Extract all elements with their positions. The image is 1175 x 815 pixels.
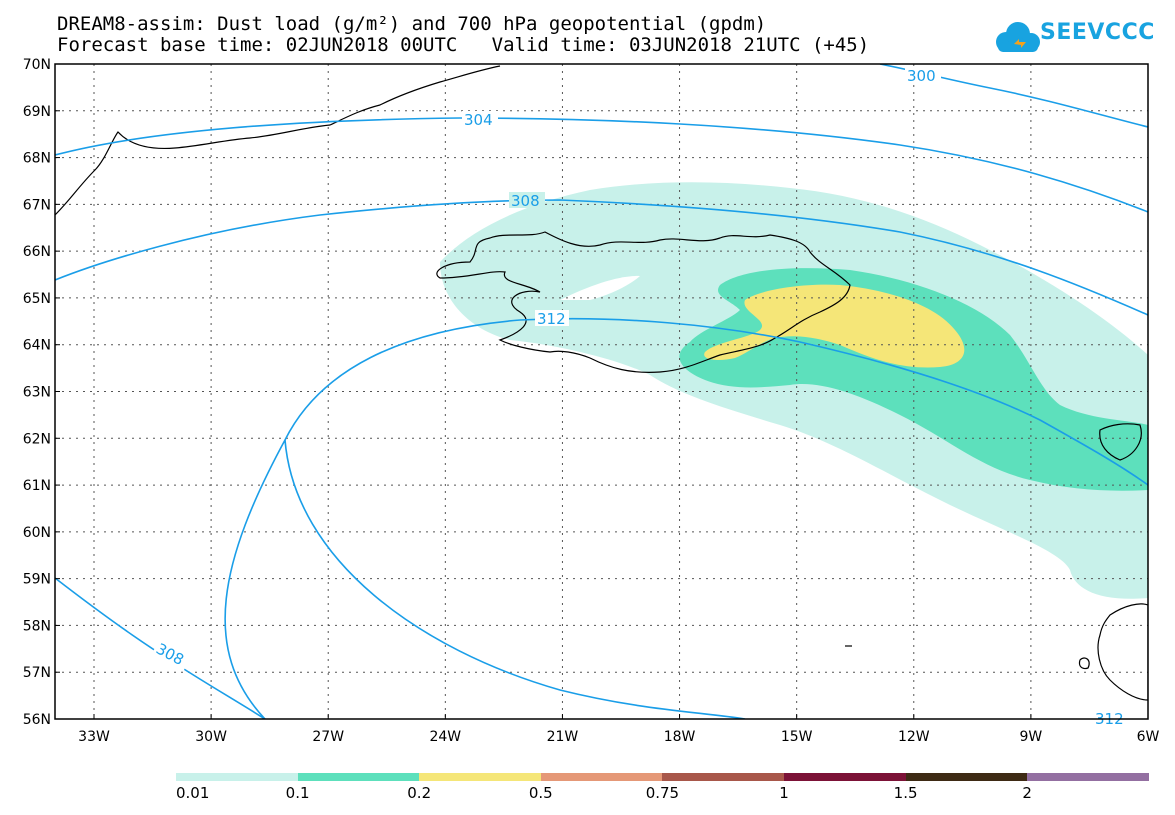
lat-label: 67N [23,197,51,213]
logo-text: SEEVCCC [1040,20,1155,45]
lat-label: 58N [23,618,51,634]
contour-label-308: 308 [511,192,540,210]
colorbar-label: 0.01 [176,784,210,802]
lon-label: 30W [195,729,227,745]
lat-label: 70N [23,57,51,73]
cloud-icon [996,22,1040,52]
lat-label: 56N [23,712,51,728]
colorbar-segment [662,773,784,781]
lat-label: 65N [23,291,51,307]
contour-308-north [55,199,1148,316]
lon-label: 24W [429,729,461,745]
lat-label: 69N [23,104,51,120]
contour-label-304: 304 [464,111,493,129]
lat-label: 57N [23,665,51,681]
lat-label: 66N [23,244,51,260]
lat-label: 64N [23,338,51,354]
dust-area-level-02 [704,284,965,368]
lon-label: 9W [1020,729,1043,745]
contour-312 [224,317,1148,719]
lat-label: 63N [23,385,51,401]
lon-label: 33W [78,729,110,745]
colorbar-segment [1027,773,1149,781]
lon-label: 21W [547,729,579,745]
colorbar-segment [176,773,298,781]
faroe-norway-coast [1099,423,1142,461]
map-title: DREAM8-assim: Dust load (g/m²) and 700 h… [57,13,767,35]
colorbar-segment [419,773,541,781]
scotland-coast [1097,603,1148,701]
colorbar-label: 1 [779,784,789,802]
colorbar-label: 0.2 [407,784,432,802]
lon-label: 27W [312,729,344,745]
colorbar-segment [297,773,420,781]
contour-304 [55,117,1148,213]
lat-label: 61N [23,478,51,494]
lat-label: 62N [23,431,51,447]
colorbar-segment [540,773,663,781]
lat-label: 59N [23,572,51,588]
lat-label: 68N [23,151,51,167]
lon-label: 18W [664,729,696,745]
colorbar-segment [784,773,906,781]
lon-label: 6W [1137,729,1160,745]
contour-label-312: 312 [537,310,566,328]
colorbar-label: 1.5 [893,784,918,802]
colorbar-label: 0.5 [528,784,553,802]
lat-label: 60N [23,525,51,541]
colorbar-segment [905,773,1028,781]
greenland-coast [55,65,501,216]
colorbar-label: 0.1 [285,784,310,802]
lon-label: 15W [781,729,813,745]
map-subtitle: Forecast base time: 02JUN2018 00UTC Vali… [57,34,870,56]
lon-label: 12W [898,729,930,745]
contour-label-300: 300 [907,67,936,85]
colorbar-label: 0.75 [645,784,680,802]
iceland-coast [436,231,851,373]
colorbar-label: 2 [1022,784,1032,802]
